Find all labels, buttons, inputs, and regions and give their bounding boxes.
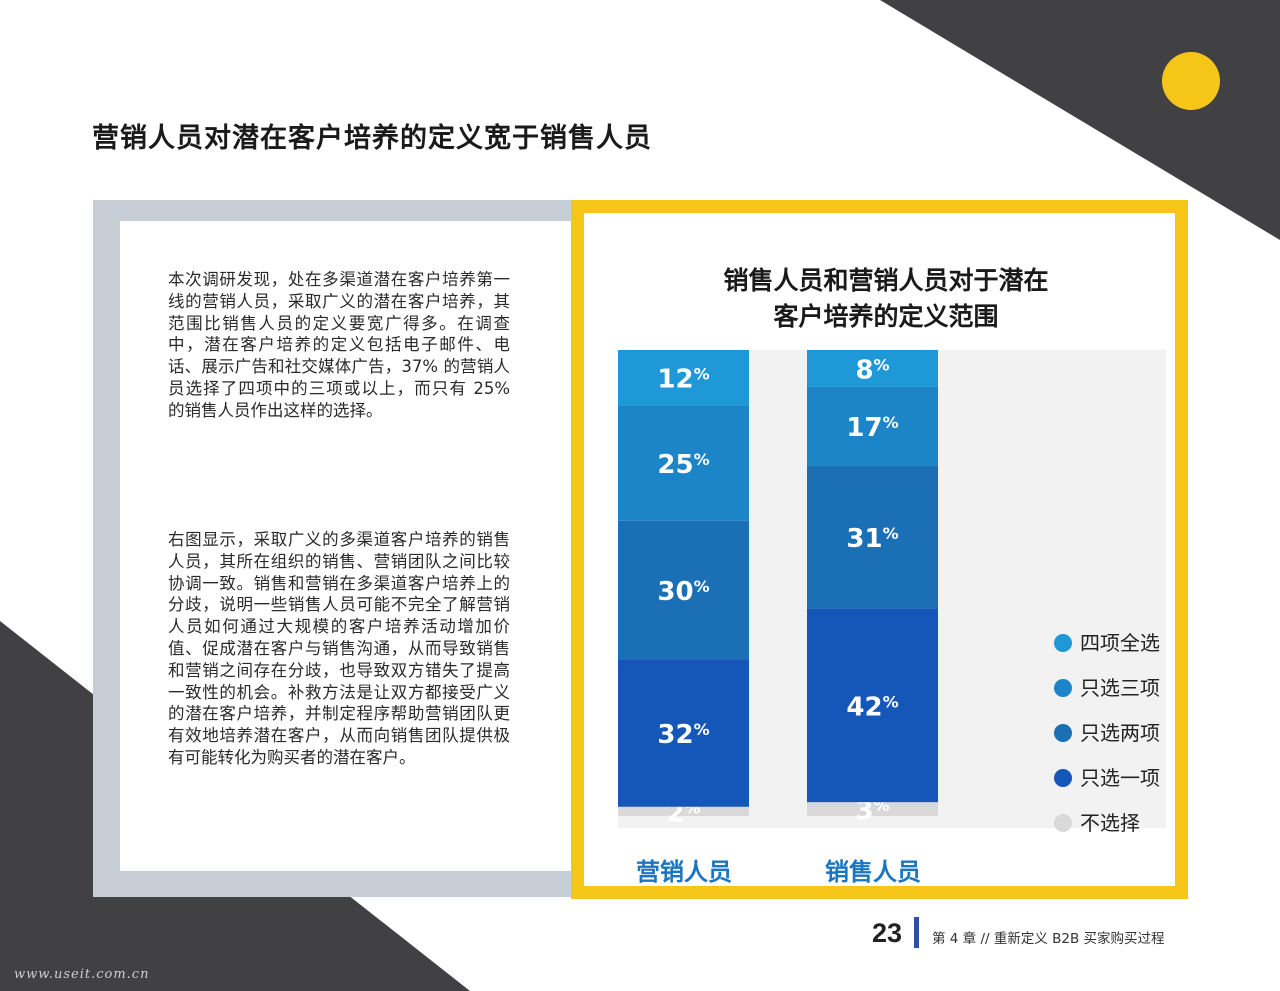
data-label-2-4: 17% — [846, 413, 898, 443]
legend-label-3: 只选两项 — [1080, 721, 1160, 745]
body-paragraph-1: 本次调研发现，处在多渠道潜在客户培养第一线的营销人员，采取广义的潜在客户培养，其… — [168, 270, 510, 420]
legend-swatch-5 — [1054, 814, 1072, 832]
legend-label-4: 只选一项 — [1080, 766, 1160, 790]
category-label-1: 营销人员 — [636, 858, 732, 886]
data-label-1-4: 25% — [657, 450, 709, 480]
category-label-2: 销售人员 — [825, 858, 921, 886]
chapter-label: 第 4 章 // 重新定义 B2B 买家购买过程 — [932, 931, 1165, 947]
legend-swatch-1 — [1054, 634, 1072, 652]
body-paragraph-2: 右图显示，采取广义的多渠道客户培养的销售人员，其所在组织的销售、营销团队之间比较… — [168, 530, 510, 767]
legend-label-5: 不选择 — [1080, 811, 1140, 835]
data-label-1-3: 30% — [657, 577, 709, 607]
stacked-bar-chart: 销售人员和营销人员对于潜在客户培养的定义范围2%32%30%25%12%营销人员… — [618, 266, 1166, 886]
bar-segment-1-1 — [618, 806, 749, 816]
data-label-2-2: 42% — [846, 692, 898, 722]
legend-swatch-4 — [1054, 769, 1072, 787]
chart-panel: 销售人员和营销人员对于潜在 客户培养的定义范围 2% 32% 30% 25% 12% 营销人员… — [571, 200, 1188, 899]
bar-segment-2-3 — [807, 465, 938, 609]
bar-segment-2-4 — [807, 386, 938, 466]
bar-segment-1-4 — [618, 405, 749, 521]
bar-segment-1-5 — [618, 350, 749, 406]
bar-segment-2-1 — [807, 802, 938, 816]
data-label-2-3: 31% — [846, 524, 898, 554]
data-label-1-2: 32% — [657, 720, 709, 750]
chart-title-line-2: 客户培养的定义范围 — [773, 302, 998, 331]
page-title: 营销人员对潜在客户培养的定义宽于销售人员 — [92, 123, 652, 154]
legend-label-1: 四项全选 — [1080, 631, 1160, 655]
page-number: 23 — [872, 918, 903, 948]
bar-segment-2-5 — [807, 350, 938, 387]
footer-divider — [914, 917, 919, 948]
data-label-1-5: 12% — [657, 365, 709, 395]
watermark: www.useit.com.cn — [14, 967, 150, 982]
bar-segment-1-2 — [618, 659, 749, 807]
chart-title-line-1: 销售人员和营销人员对于潜在 — [723, 266, 1048, 295]
legend-swatch-3 — [1054, 724, 1072, 742]
legend-label-2: 只选三项 — [1080, 676, 1160, 700]
data-label-2-5: 8% — [855, 355, 889, 385]
text-panel: 本次调研发现，处在多渠道潜在客户培养第一线的营销人员，采取广义的潜在客户培养，其… — [120, 221, 571, 871]
legend-swatch-2 — [1054, 679, 1072, 697]
yellow-dot — [1162, 52, 1220, 110]
bar-segment-1-3 — [618, 520, 749, 660]
bar-segment-2-2 — [807, 608, 938, 803]
